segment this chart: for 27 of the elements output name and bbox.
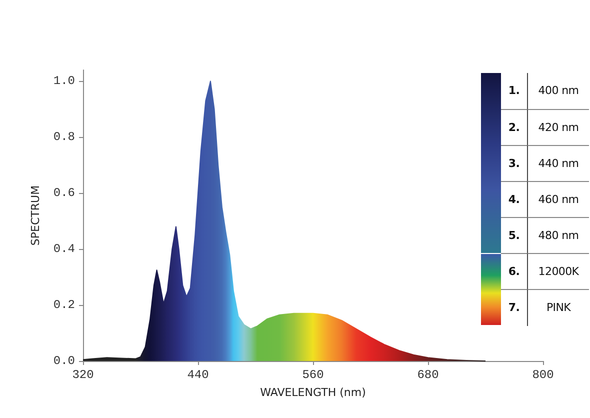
- x-tick-label: 320: [72, 368, 94, 382]
- annotation: 1.: [507, 83, 521, 99]
- x-tick-label: 560: [302, 368, 324, 382]
- annotation: 7.: [501, 288, 527, 326]
- annotation: 12000K: [527, 252, 589, 290]
- annotation: 5.: [501, 216, 527, 254]
- annotation: 460 nm: [527, 180, 589, 218]
- annotation: 420 nm: [527, 108, 589, 146]
- x-tick-label: 800: [532, 368, 554, 382]
- y-tick-label: 1.0: [53, 74, 75, 88]
- x-axis-title: WAVELENGTH (nm): [260, 386, 366, 399]
- text: PINK: [527, 288, 589, 326]
- annotation: 480 nm: [527, 216, 589, 254]
- x-tick-label: 440: [187, 368, 209, 382]
- annotation: 3.: [501, 144, 527, 182]
- annotation: 2.: [501, 108, 527, 146]
- annotation: 400 nm: [527, 73, 589, 109]
- y-tick-label: 0.6: [53, 186, 75, 200]
- annotation: 440 nm: [527, 144, 589, 182]
- annotation: 6.: [501, 252, 527, 290]
- y-tick-label: 0.4: [53, 242, 75, 256]
- x-tick-label: 680: [417, 368, 439, 382]
- y-tick-label: 0.0: [53, 354, 75, 368]
- y-tick-label: 0.2: [53, 298, 75, 312]
- y-axis-title: SPECTRUM: [29, 185, 42, 246]
- annotation: 4.: [501, 180, 527, 218]
- y-tick-label: 0.8: [53, 130, 75, 144]
